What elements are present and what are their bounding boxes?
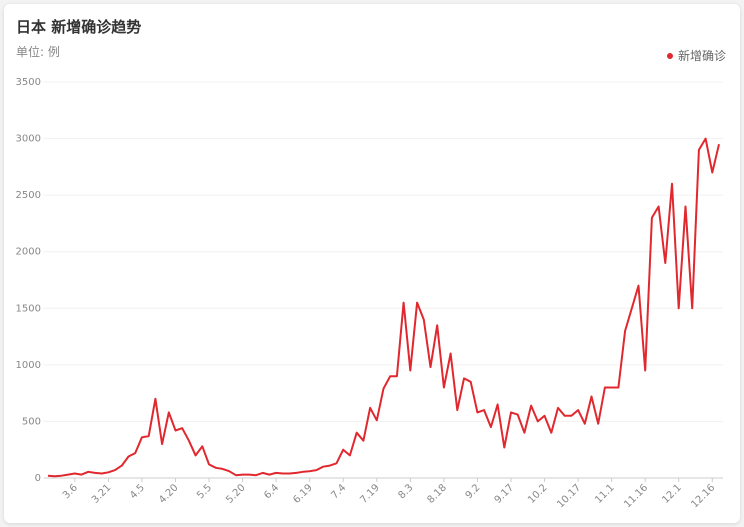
y-tick-label: 0 [35,473,41,484]
y-tick-label: 500 [22,416,41,427]
x-tick-label: 9.2 [464,482,483,501]
chart-title: 日本 新增确诊趋势 [16,18,141,36]
x-tick-label: 4.5 [128,482,147,501]
y-tick-label: 2000 [16,247,41,258]
x-tick-label: 10.2 [526,482,550,506]
x-tick-label: 11.1 [593,482,617,506]
x-tick-label: 5.5 [195,482,214,501]
x-tick-label: 12.16 [689,482,717,510]
legend-marker [666,53,673,59]
chart-subtitle: 单位: 例 [16,44,60,59]
x-tick-label: 8.18 [425,482,449,506]
x-tick-label: 4.20 [157,482,181,506]
y-tick-label: 3000 [16,134,41,145]
x-tick-label: 7.19 [358,482,382,506]
y-tick-label: 1000 [16,360,41,371]
chart: 日本 新增确诊趋势 单位: 例 0 500 1000 1500 2000 2500 3000… [16,18,726,510]
data-line [47,137,720,478]
x-tick-label: 3.6 [61,482,80,501]
y-tick-label: 3500 [16,77,41,88]
x-tick-label: 8.3 [396,482,415,501]
x-tick-label: 6.19 [291,482,315,506]
x-tick-label: 6.4 [262,482,281,501]
x-tick-label: 5.20 [224,482,248,506]
x-tick-label: 11.16 [622,482,650,510]
y-tick-label: 2500 [16,190,41,201]
x-tick-label: 7.4 [329,482,348,501]
y-tick-label: 1500 [16,303,41,314]
x-tick-label: 3.21 [90,482,114,506]
x-tick-label: 9.17 [493,482,517,506]
card: 日本 新增确诊趋势 单位: 例 0 500 1000 1500 2000 2500 3000… [4,4,740,523]
x-tick-label: 12.1 [660,482,684,506]
x-tick-label: 10.17 [555,482,583,510]
legend-label: 新增确诊 [678,48,726,63]
